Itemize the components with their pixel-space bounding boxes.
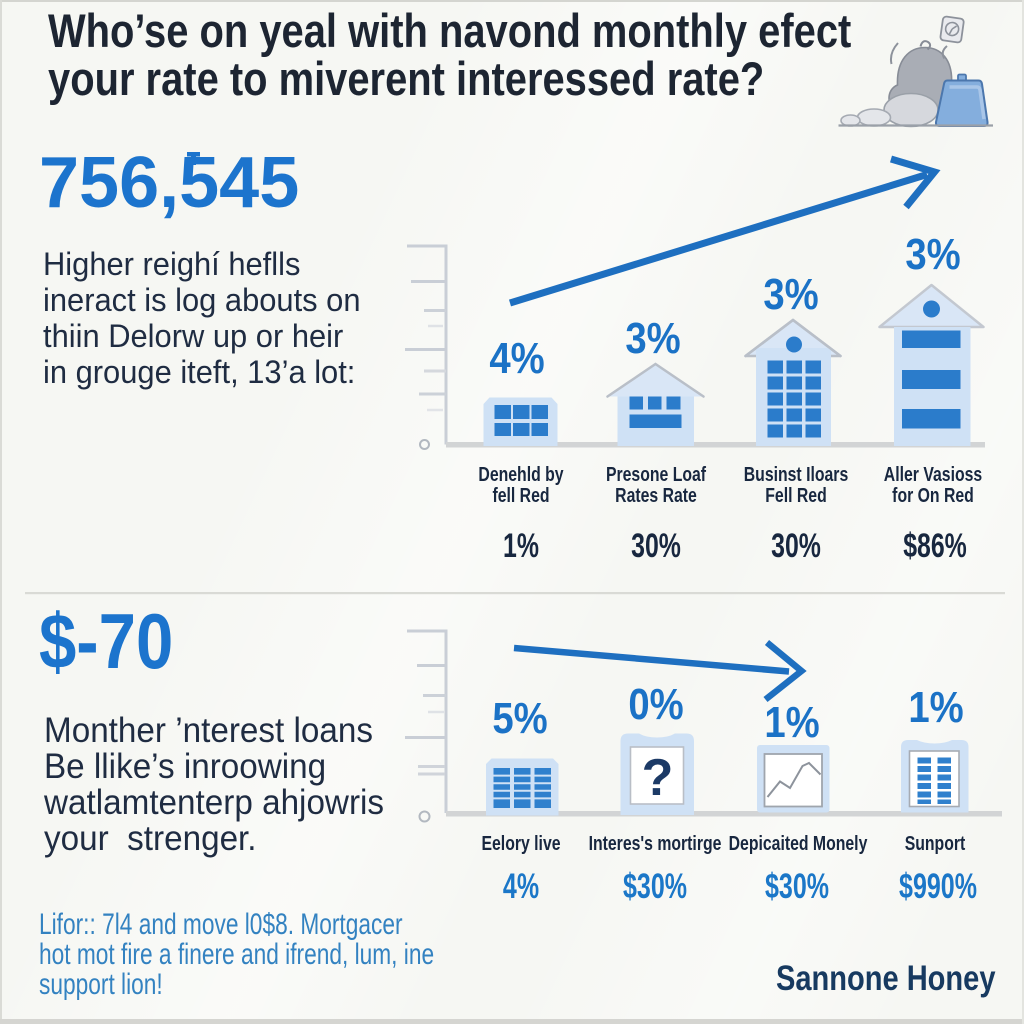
svg-text:?: ? [642, 749, 674, 807]
